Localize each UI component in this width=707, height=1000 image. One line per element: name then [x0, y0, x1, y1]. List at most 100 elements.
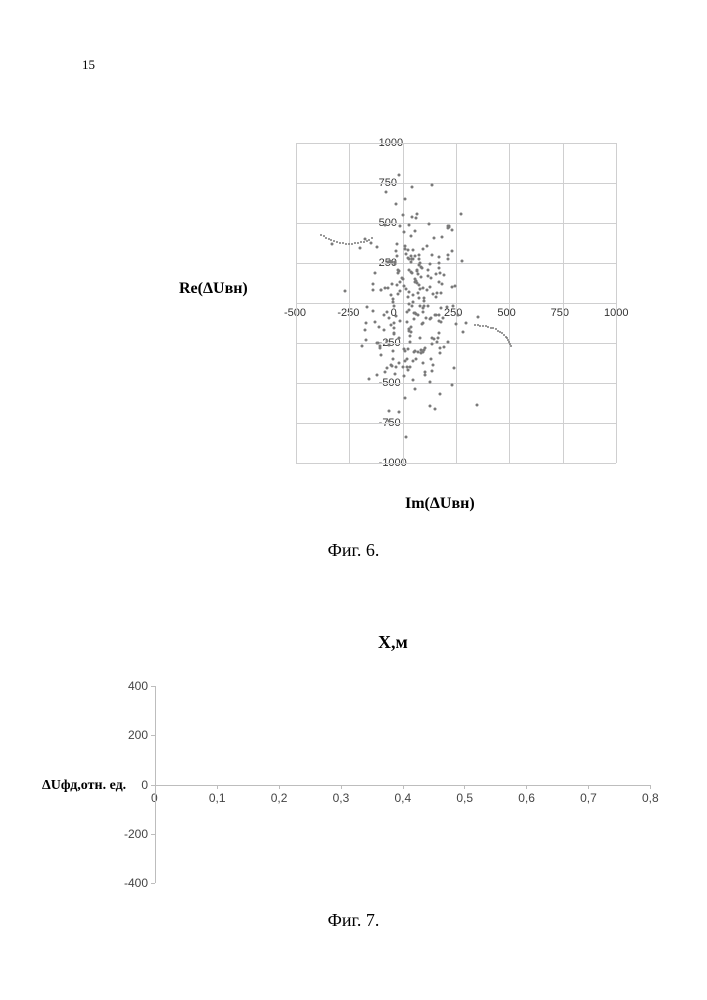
- fig7-x-tick: [403, 785, 404, 789]
- fig6-data-point: [394, 249, 397, 252]
- fig6-data-point: [421, 248, 424, 251]
- fig6-data-point: [418, 288, 421, 291]
- fig6-data-point: [416, 268, 419, 271]
- fig6-data-point: [427, 305, 430, 308]
- fig6-data-point: [407, 248, 410, 251]
- fig6-data-point: [422, 296, 425, 299]
- fig6-data-point: [376, 246, 379, 249]
- fig6-data-point: [390, 282, 393, 285]
- fig6-data-point: [436, 336, 439, 339]
- fig6-data-point: [403, 350, 406, 353]
- fig7-x-tick-label: 0,1: [209, 791, 226, 805]
- fig6-data-point: [437, 266, 440, 269]
- fig6-data-point: [490, 327, 492, 329]
- fig6-data-point: [354, 242, 356, 244]
- fig6-data-point: [427, 223, 430, 226]
- fig6-data-point: [454, 323, 457, 326]
- fig6-data-point: [398, 270, 401, 273]
- fig6-data-point: [389, 323, 392, 326]
- fig6-data-point: [403, 244, 406, 247]
- fig6-data-point: [360, 241, 362, 243]
- fig6-data-point: [441, 282, 444, 285]
- fig6-data-point: [396, 283, 399, 286]
- fig6-data-point: [451, 286, 454, 289]
- fig6-data-point: [407, 369, 410, 372]
- fig6-data-point: [424, 347, 427, 350]
- fig6-data-point: [429, 405, 432, 408]
- fig7-y-tick-label: 200: [128, 728, 148, 742]
- fig6-data-point: [465, 322, 468, 325]
- fig6-data-point: [388, 343, 391, 346]
- fig6-data-point: [412, 249, 415, 252]
- fig6-data-point: [374, 320, 377, 323]
- fig6-data-point: [384, 190, 387, 193]
- fig6-data-point: [485, 325, 487, 327]
- fig6-data-point: [400, 276, 403, 279]
- fig6-data-point: [414, 388, 417, 391]
- fig7-x-tick-label: 0,2: [271, 791, 288, 805]
- fig6-data-point: [395, 365, 398, 368]
- fig6-data-point: [398, 336, 401, 339]
- fig6-data-point: [372, 309, 375, 312]
- fig6-data-point: [414, 216, 417, 219]
- fig6-data-point: [416, 213, 419, 216]
- fig6-data-point: [446, 341, 449, 344]
- fig6-data-point: [387, 316, 390, 319]
- fig6-data-point: [422, 322, 425, 325]
- fig6-data-point: [477, 316, 480, 319]
- fig6-data-point: [442, 273, 445, 276]
- fig6-data-point: [378, 344, 381, 347]
- fig7-y-tick-label: 400: [128, 679, 148, 693]
- fig6-data-point: [412, 351, 415, 354]
- fig6-data-point: [371, 282, 374, 285]
- fig7-x-tick: [279, 785, 280, 789]
- fig6-data-point: [391, 350, 394, 353]
- fig6-data-point: [439, 347, 442, 350]
- fig7-x-tick: [155, 785, 156, 789]
- fig6-data-point: [379, 353, 382, 356]
- fig7-x-tick: [588, 785, 589, 789]
- fig6-data-point: [419, 336, 422, 339]
- fig6-data-point: [477, 324, 479, 326]
- fig7-y-tick: [151, 834, 155, 835]
- fig6-data-point: [476, 403, 479, 406]
- fig6-data-point: [401, 213, 404, 216]
- fig6-data-point: [384, 224, 387, 227]
- fig6-data-point: [439, 307, 442, 310]
- fig7-x-tick-label: 0,7: [580, 791, 597, 805]
- fig6-gridline-h: [296, 463, 616, 464]
- fig6-data-point: [427, 275, 430, 278]
- fig6-data-point: [431, 183, 434, 186]
- fig7-x-tick: [217, 785, 218, 789]
- fig6-data-point: [419, 266, 422, 269]
- fig7-x-tick: [526, 785, 527, 789]
- fig6-data-point: [377, 325, 380, 328]
- fig6-data-point: [424, 374, 427, 377]
- fig6-data-point: [415, 281, 418, 284]
- fig7-caption: Фиг. 7.: [0, 910, 707, 931]
- fig6-data-point: [414, 230, 417, 233]
- fig6-gridline-h: [296, 183, 616, 184]
- fig6-data-point: [422, 362, 425, 365]
- fig6-data-point: [435, 340, 438, 343]
- fig6-data-point: [446, 253, 449, 256]
- fig6-data-point: [371, 237, 373, 239]
- fig6-data-point: [418, 283, 421, 286]
- fig6-data-point: [393, 321, 396, 324]
- fig6-data-point: [433, 408, 436, 411]
- fig6-data-point: [479, 325, 481, 327]
- fig7-y-axis-label: ΔUфд,отн. ед.: [42, 778, 126, 794]
- fig6-data-point: [460, 212, 463, 215]
- fig6-data-point: [409, 235, 412, 238]
- fig6-data-point: [390, 293, 393, 296]
- fig6-data-point: [365, 321, 368, 324]
- fig6-data-point: [422, 310, 425, 313]
- fig6-data-point: [393, 373, 396, 376]
- fig6-data-point: [375, 373, 378, 376]
- fig6-data-point: [394, 202, 397, 205]
- fig6-data-point: [348, 243, 350, 245]
- fig6-data-point: [419, 352, 422, 355]
- fig6-data-point: [383, 371, 386, 374]
- fig6-data-point: [394, 262, 397, 265]
- fig6-x-tick-label: 750: [551, 307, 569, 319]
